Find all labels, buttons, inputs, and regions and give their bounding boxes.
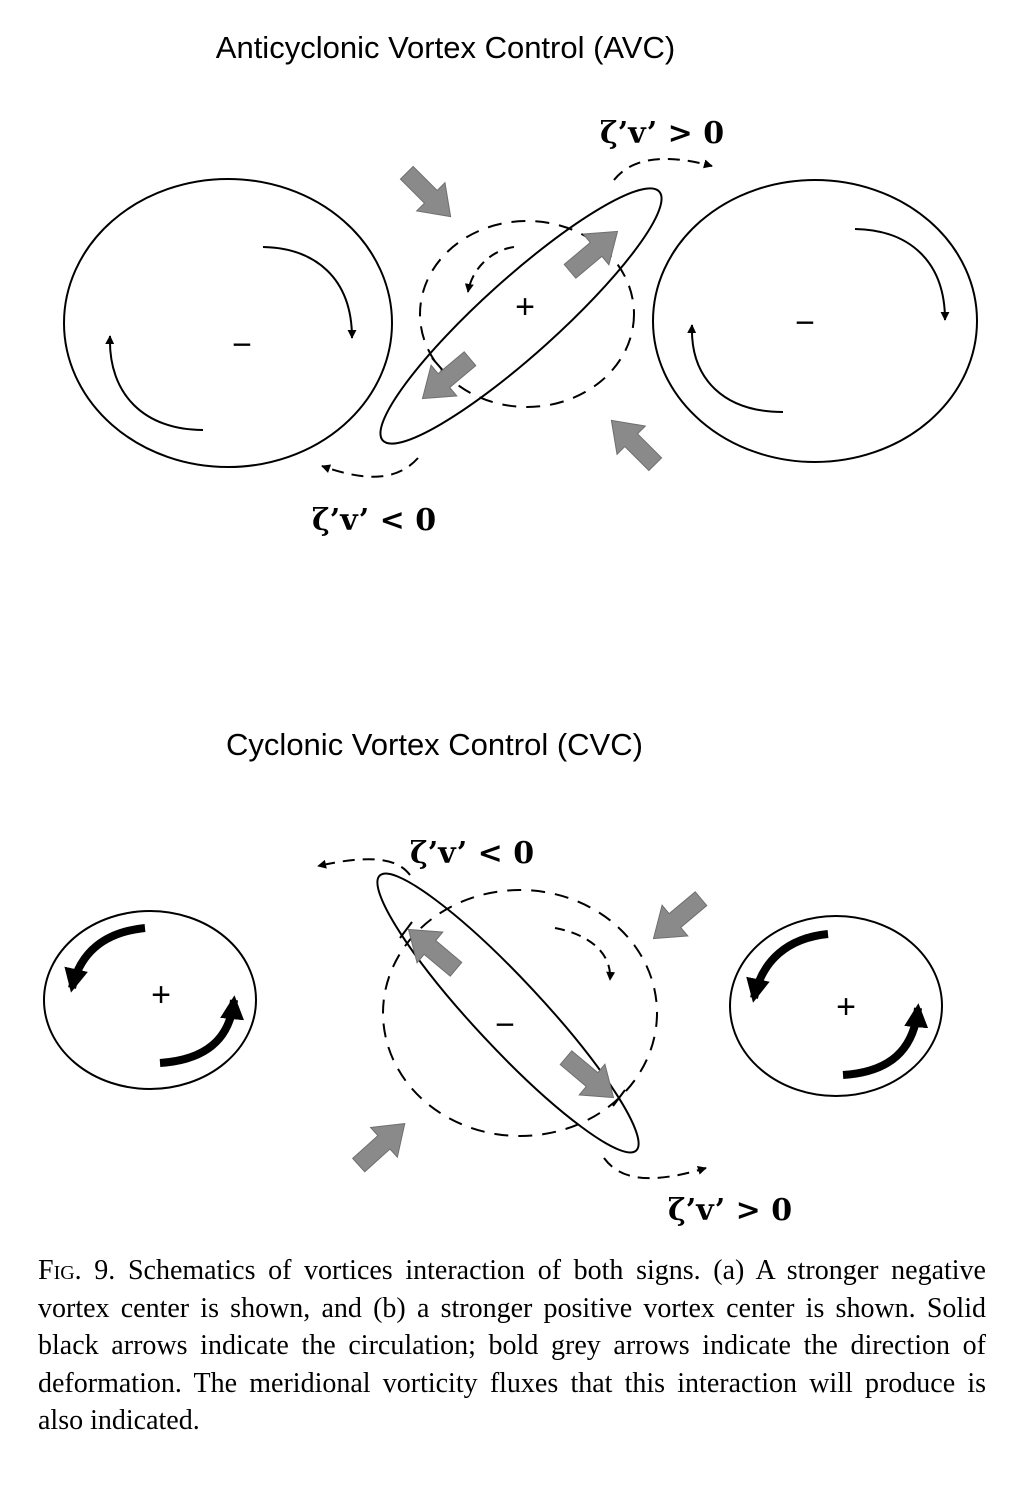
caption-text: Schematics of vortices interaction of bo… [38, 1255, 986, 1436]
flux-label-top: ζ’v’ < 0 [410, 836, 534, 871]
right-negative-vortex: − [652, 179, 978, 463]
vortex-sign: + [515, 288, 535, 326]
deformation-arrow-icon [556, 215, 631, 288]
circulation-arrow-icon [464, 246, 515, 293]
deformation-arrow-icon [344, 1108, 419, 1181]
vortex-sign: − [495, 1006, 515, 1044]
figure-label: Fig. 9. [38, 1255, 116, 1286]
flux-arrow-icon [321, 457, 419, 478]
circulation-arrow-icon [554, 927, 616, 981]
panel-a-title: Anticyclonic Vortex Control (AVC) [215, 30, 676, 65]
vortex-sign: − [795, 304, 815, 342]
circulation-arrow-icon [159, 995, 245, 1067]
left-positive-vortex: + [43, 910, 257, 1090]
circulation-arrow-icon [262, 246, 357, 339]
deformation-arrow-icon [392, 158, 466, 232]
panel-b-title: Cyclonic Vortex Control (CVC) [226, 727, 643, 762]
circulation-arrow-icon [687, 324, 784, 413]
center-positive-vortex: + [379, 158, 670, 479]
flux-arrow-icon [603, 1157, 707, 1180]
circulation-arrow-icon [105, 335, 204, 431]
flux-arrow-icon [317, 858, 411, 876]
left-negative-vortex: − [63, 178, 393, 468]
circulation-arrow-icon [64, 924, 146, 993]
panel-a-diagram: − + − ζ’v’ > 0 ζ’v’ < 0 [63, 116, 978, 538]
vortex-sign: + [836, 988, 856, 1026]
flux-arrow-icon [613, 157, 713, 181]
center-negative-vortex: − [344, 872, 715, 1181]
flux-label-bottom: ζ’v’ > 0 [668, 1193, 792, 1228]
figure-caption: Fig. 9. Schematics of vortices interacti… [38, 1252, 986, 1440]
vortex-sign: + [151, 976, 171, 1014]
deformation-arrow-icon [596, 405, 670, 479]
right-positive-vortex: + [729, 915, 943, 1097]
deformation-arrow-icon [395, 913, 470, 986]
circulation-arrow-icon [854, 228, 950, 321]
panel-b-diagram: + − + ζ’v’ < 0 ζ’v’ > 0 [43, 836, 943, 1228]
vortex-schematic: − + − ζ’v’ > 0 ζ’v’ < 0 [43, 116, 978, 1228]
vortex-sign: − [232, 326, 252, 364]
circulation-arrow-icon [842, 1003, 929, 1079]
circulation-arrow-icon [746, 930, 829, 1003]
deformation-arrow-icon [640, 882, 715, 955]
flux-label-top: ζ’v’ > 0 [600, 116, 724, 151]
flux-label-bottom: ζ’v’ < 0 [312, 503, 436, 538]
